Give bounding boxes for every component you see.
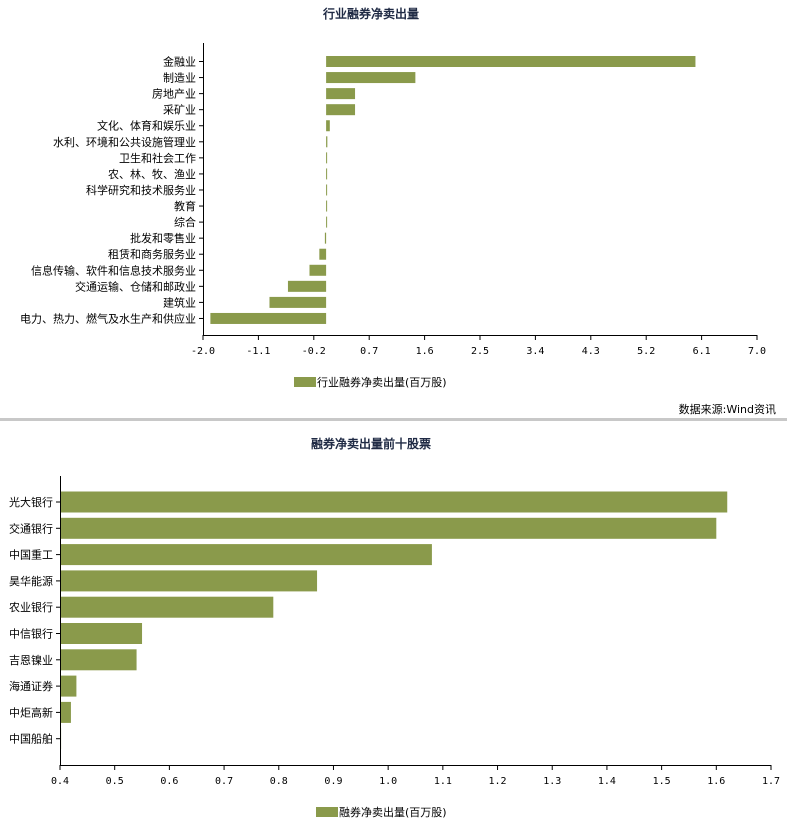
bar bbox=[60, 570, 318, 592]
bar bbox=[326, 56, 696, 67]
category-label: 电力、热力、燃气及水生产和供应业 bbox=[20, 311, 196, 325]
category-label: 水利、环境和公共设施管理业 bbox=[53, 135, 196, 149]
category-label: 海通证券 bbox=[9, 679, 53, 693]
bar bbox=[287, 280, 327, 292]
x-tick-label: 4.3 bbox=[582, 346, 600, 357]
category-label: 交通运输、仓储和邮政业 bbox=[75, 279, 196, 293]
chart-title: 融券净卖出量前十股票 bbox=[311, 436, 431, 451]
bar bbox=[326, 216, 328, 228]
category-label: 农业银行 bbox=[9, 600, 53, 614]
x-tick-label: 1.2 bbox=[489, 776, 507, 787]
category-label: 中信银行 bbox=[9, 627, 53, 641]
x-tick-label: 0.8 bbox=[270, 776, 288, 787]
bar bbox=[326, 104, 356, 116]
category-label: 建筑业 bbox=[163, 295, 196, 309]
bar bbox=[326, 88, 356, 100]
bar bbox=[60, 675, 77, 697]
x-tick-label: 2.5 bbox=[471, 346, 489, 357]
category-label: 吉恩镍业 bbox=[9, 653, 53, 667]
x-tick-label: 0.4 bbox=[51, 776, 69, 787]
bar bbox=[309, 264, 327, 276]
bar bbox=[210, 312, 327, 324]
x-tick-label: 0.6 bbox=[160, 776, 178, 787]
x-tick-label: 0.7 bbox=[360, 346, 378, 357]
x-tick-label: 1.6 bbox=[707, 776, 725, 787]
category-label: 房地产业 bbox=[152, 87, 196, 101]
x-tick-label: 1.4 bbox=[598, 776, 616, 787]
x-tick-label: -0.2 bbox=[302, 346, 326, 357]
x-tick-label: 6.1 bbox=[693, 346, 711, 357]
x-tick-label: 1.7 bbox=[762, 776, 780, 787]
category-label: 文化、体育和娱乐业 bbox=[97, 119, 196, 133]
x-tick-label: 1.6 bbox=[416, 346, 434, 357]
bar bbox=[326, 72, 416, 84]
legend-label: 融券净卖出量(百万股) bbox=[339, 805, 447, 819]
category-label: 租赁和商务服务业 bbox=[108, 247, 196, 261]
category-label: 中炬高新 bbox=[9, 705, 53, 719]
bar bbox=[60, 544, 432, 566]
category-label: 金融业 bbox=[163, 55, 196, 69]
legend-swatch bbox=[316, 807, 338, 817]
bar bbox=[60, 623, 143, 644]
bar bbox=[326, 168, 328, 180]
industry-net-short-chart: 行业融券净卖出量 金融业制造业房地产业采矿业文化、体育和娱乐业水利、环境和公共设… bbox=[20, 6, 766, 389]
bar bbox=[326, 120, 330, 132]
legend-label: 行业融券净卖出量(百万股) bbox=[317, 375, 447, 389]
x-tick-label: 1.1 bbox=[434, 776, 452, 787]
category-label: 中国船舶 bbox=[9, 732, 53, 746]
category-label: 综合 bbox=[174, 215, 196, 229]
x-tick-label: 1.5 bbox=[653, 776, 671, 787]
x-tick-label: 5.2 bbox=[637, 346, 655, 357]
section-divider bbox=[0, 418, 787, 421]
bar bbox=[326, 200, 328, 212]
legend-swatch bbox=[294, 377, 316, 387]
bar bbox=[60, 517, 717, 539]
x-tick-label: 0.7 bbox=[215, 776, 233, 787]
category-label: 卫生和社会工作 bbox=[119, 151, 196, 165]
category-label: 教育 bbox=[174, 199, 196, 213]
bar bbox=[269, 296, 327, 308]
bar bbox=[324, 232, 327, 244]
category-label: 中国重工 bbox=[9, 548, 53, 562]
category-label: 科学研究和技术服务业 bbox=[86, 183, 196, 197]
x-tick-label: -1.1 bbox=[246, 346, 270, 357]
top10-stocks-net-short-chart: 融券净卖出量前十股票 光大银行交通银行中国重工昊华能源农业银行中信银行吉恩镍业海… bbox=[9, 436, 780, 819]
x-tick-label: -2.0 bbox=[191, 346, 215, 357]
category-label: 光大银行 bbox=[9, 495, 53, 509]
category-label: 制造业 bbox=[163, 71, 196, 85]
x-tick-label: 3.4 bbox=[526, 346, 544, 357]
bar bbox=[60, 701, 71, 723]
bar bbox=[326, 152, 328, 164]
category-label: 昊华能源 bbox=[9, 574, 53, 588]
bar bbox=[326, 184, 328, 196]
category-label: 信息传输、软件和信息技术服务业 bbox=[31, 263, 196, 277]
bar bbox=[60, 491, 728, 513]
bar bbox=[60, 649, 137, 671]
x-tick-label: 0.9 bbox=[324, 776, 342, 787]
bar bbox=[326, 136, 328, 148]
bar bbox=[60, 596, 274, 618]
x-tick-label: 1.0 bbox=[379, 776, 397, 787]
bar bbox=[319, 248, 327, 260]
category-label: 采矿业 bbox=[163, 104, 196, 117]
x-tick-label: 7.0 bbox=[748, 346, 766, 357]
category-label: 农、林、牧、渔业 bbox=[108, 167, 196, 181]
chart-title: 行业融券净卖出量 bbox=[322, 6, 419, 21]
category-label: 交通银行 bbox=[9, 521, 53, 535]
source-note: 数据来源:Wind资讯 bbox=[679, 402, 776, 416]
x-tick-label: 0.5 bbox=[106, 776, 124, 787]
x-tick-label: 1.3 bbox=[543, 776, 561, 787]
category-label: 批发和零售业 bbox=[130, 231, 196, 245]
